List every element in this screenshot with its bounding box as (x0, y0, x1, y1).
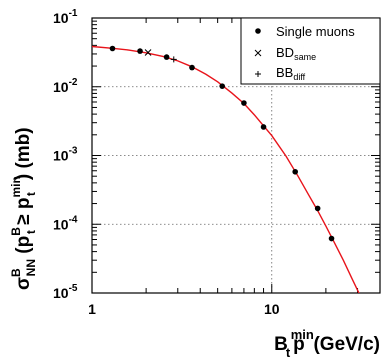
y-tick-label: 10-2 (53, 77, 78, 95)
legend-box (240, 17, 381, 85)
data-point-single-muons (163, 54, 170, 60)
legend-cross-marker (254, 49, 262, 57)
data-point-bb-diff (170, 56, 177, 63)
x-axis-title: B pmin t (GeV/c) (274, 327, 380, 358)
x-tick-label: 1 (88, 301, 96, 317)
y-tick-label: 10-4 (53, 214, 78, 232)
y-tick-label: 10-3 (53, 146, 78, 164)
data-point-single-muons (109, 45, 116, 52)
legend-label-single-muons: Single muons (276, 24, 355, 39)
data-point-single-muons (241, 100, 247, 106)
legend: Single muons BDsame BBdiff (240, 17, 381, 85)
data-point-single-muons (219, 83, 226, 89)
gridlines (92, 18, 380, 293)
y-tick-label: 10-1 (53, 8, 78, 26)
data-point-single-muons (292, 168, 298, 175)
legend-label-bb-diff: BBdiff (276, 65, 306, 82)
x-tick-labels: 1 10 (88, 301, 280, 317)
data-point-single-muons (314, 205, 321, 212)
data-point-single-muons (137, 48, 143, 54)
data-point-single-muons (328, 235, 335, 242)
legend-label-bd-same: BDsame (276, 45, 316, 62)
fit-curve (92, 45, 360, 293)
legend-plus-marker (255, 71, 261, 77)
legend-dot-marker (255, 28, 261, 34)
y-tick-label: 10-5 (53, 283, 78, 301)
y-tick-labels: 10-1 10-2 10-3 10-4 10-5 (53, 8, 78, 301)
data-points (109, 45, 335, 242)
data-point-bd-same (144, 49, 152, 56)
y-axis-title: σBNN (pBt ≥ pmint) (mb) (9, 127, 38, 290)
x-tick-label: 10 (264, 301, 280, 317)
data-point-single-muons (189, 64, 195, 71)
data-point-single-muons (260, 124, 267, 130)
